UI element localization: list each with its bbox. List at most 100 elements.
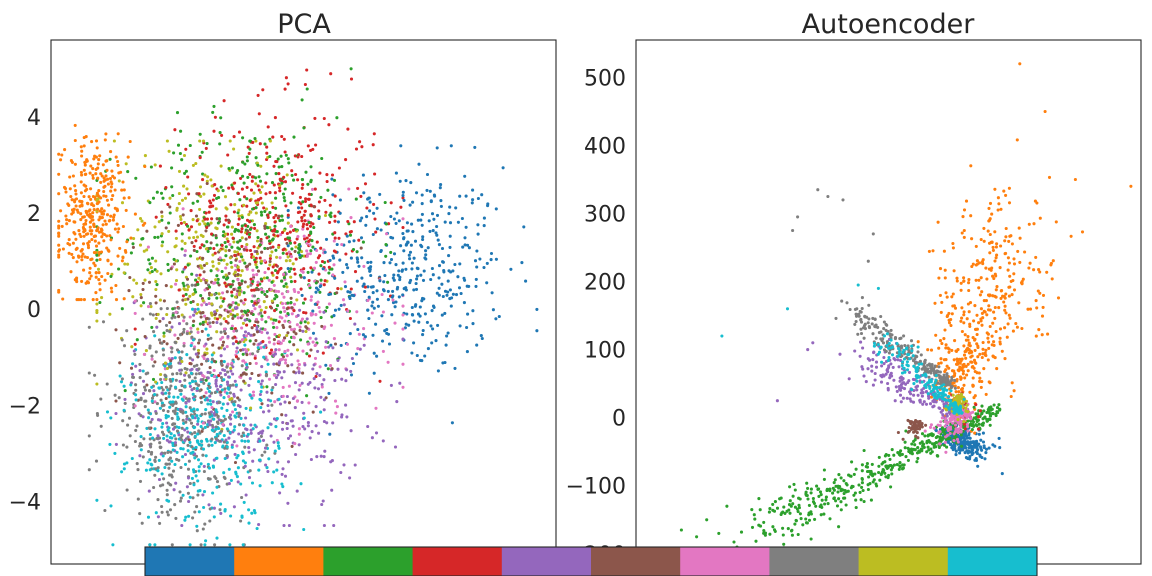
pca-point: [241, 258, 245, 262]
pca-point: [169, 379, 173, 383]
pca-point: [160, 380, 164, 385]
pca-point: [114, 283, 118, 288]
pca-point: [236, 454, 240, 458]
pca-point: [245, 159, 249, 163]
autoencoder-point: [958, 451, 962, 455]
pca-point: [193, 434, 197, 438]
pca-point: [333, 236, 337, 240]
autoencoder-point: [858, 490, 862, 494]
pca-point: [339, 470, 343, 475]
pca-point: [234, 301, 238, 305]
pca-point: [296, 178, 300, 182]
pca-point: [180, 239, 184, 243]
pca-point: [105, 410, 110, 414]
pca-point: [266, 213, 270, 217]
pca-point: [272, 417, 277, 421]
pca-point: [238, 291, 242, 295]
pca-point: [133, 404, 137, 408]
autoencoder-point: [968, 324, 972, 328]
pca-point: [152, 485, 156, 490]
pca-point: [309, 298, 313, 302]
pca-point: [161, 422, 165, 426]
autoencoder-point: [832, 488, 836, 492]
pca-point: [269, 422, 273, 426]
pca-point: [294, 257, 298, 261]
pca-point: [97, 189, 101, 193]
autoencoder-point: [958, 438, 963, 442]
pca-point: [74, 189, 78, 193]
autoencoder-point: [870, 462, 874, 466]
autoencoder-point: [921, 444, 925, 448]
pca-point: [179, 410, 183, 414]
pca-point: [95, 298, 99, 302]
pca-point: [276, 269, 280, 274]
pca-point: [197, 192, 201, 196]
pca-point: [466, 243, 470, 247]
autoencoder-point: [962, 279, 966, 283]
autoencoder-point: [963, 427, 967, 431]
pca-point: [166, 409, 170, 413]
pca-point: [300, 317, 305, 321]
pca-point: [237, 411, 241, 415]
pca-point: [165, 329, 169, 333]
pca-point: [211, 264, 215, 268]
autoencoder-point: [916, 456, 920, 460]
pca-point: [96, 226, 100, 230]
pca-point: [64, 190, 68, 194]
pca-point: [120, 188, 124, 192]
pca-point: [278, 184, 282, 188]
autoencoder-point: [923, 434, 927, 438]
autoencoder-point: [834, 484, 838, 488]
pca-point: [198, 132, 202, 136]
pca-point: [113, 188, 117, 192]
pca-point: [302, 126, 306, 130]
pca-point: [273, 400, 277, 404]
pca-point: [325, 179, 329, 184]
pca-point: [437, 276, 441, 280]
pca-point: [466, 312, 470, 316]
pca-point: [128, 139, 132, 144]
pca-point: [196, 458, 201, 462]
pca-point: [149, 420, 153, 424]
pca-point: [220, 269, 224, 274]
autoencoder-point: [768, 507, 772, 511]
pca-point: [206, 477, 210, 481]
autoencoder-point: [984, 348, 988, 352]
pca-point: [424, 253, 428, 257]
pca-point: [215, 413, 219, 417]
pca-point: [317, 209, 321, 213]
pca-point: [322, 116, 326, 121]
pca-point: [204, 359, 209, 363]
pca-point: [271, 265, 275, 269]
pca-point: [263, 209, 267, 214]
pca-point: [203, 398, 207, 402]
pca-point: [394, 263, 398, 267]
pca-point: [314, 405, 318, 409]
pca-point: [160, 341, 164, 345]
pca-point: [307, 220, 311, 224]
pca-point: [274, 248, 278, 252]
pca-point: [278, 219, 282, 223]
pca-point: [209, 241, 213, 245]
pca-point: [171, 307, 175, 311]
pca-point: [129, 383, 133, 387]
pca-point: [310, 239, 314, 243]
autoencoder-point: [1007, 186, 1011, 190]
pca-point: [211, 491, 215, 495]
pca-point: [371, 232, 375, 237]
pca-point: [260, 259, 264, 263]
pca-point: [143, 405, 147, 409]
autoencoder-point: [972, 445, 976, 449]
pca-point: [370, 436, 374, 440]
pca-point: [194, 161, 198, 166]
autoencoder-point: [833, 478, 837, 482]
autoencoder-point: [977, 261, 982, 265]
pca-point: [88, 171, 92, 175]
autoencoder-point: [942, 430, 946, 434]
pca-point: [325, 421, 329, 425]
pca-point: [153, 392, 157, 397]
pca-point: [102, 239, 106, 243]
pca-point: [405, 221, 409, 225]
pca-point: [244, 265, 248, 269]
pca-point: [196, 489, 200, 493]
